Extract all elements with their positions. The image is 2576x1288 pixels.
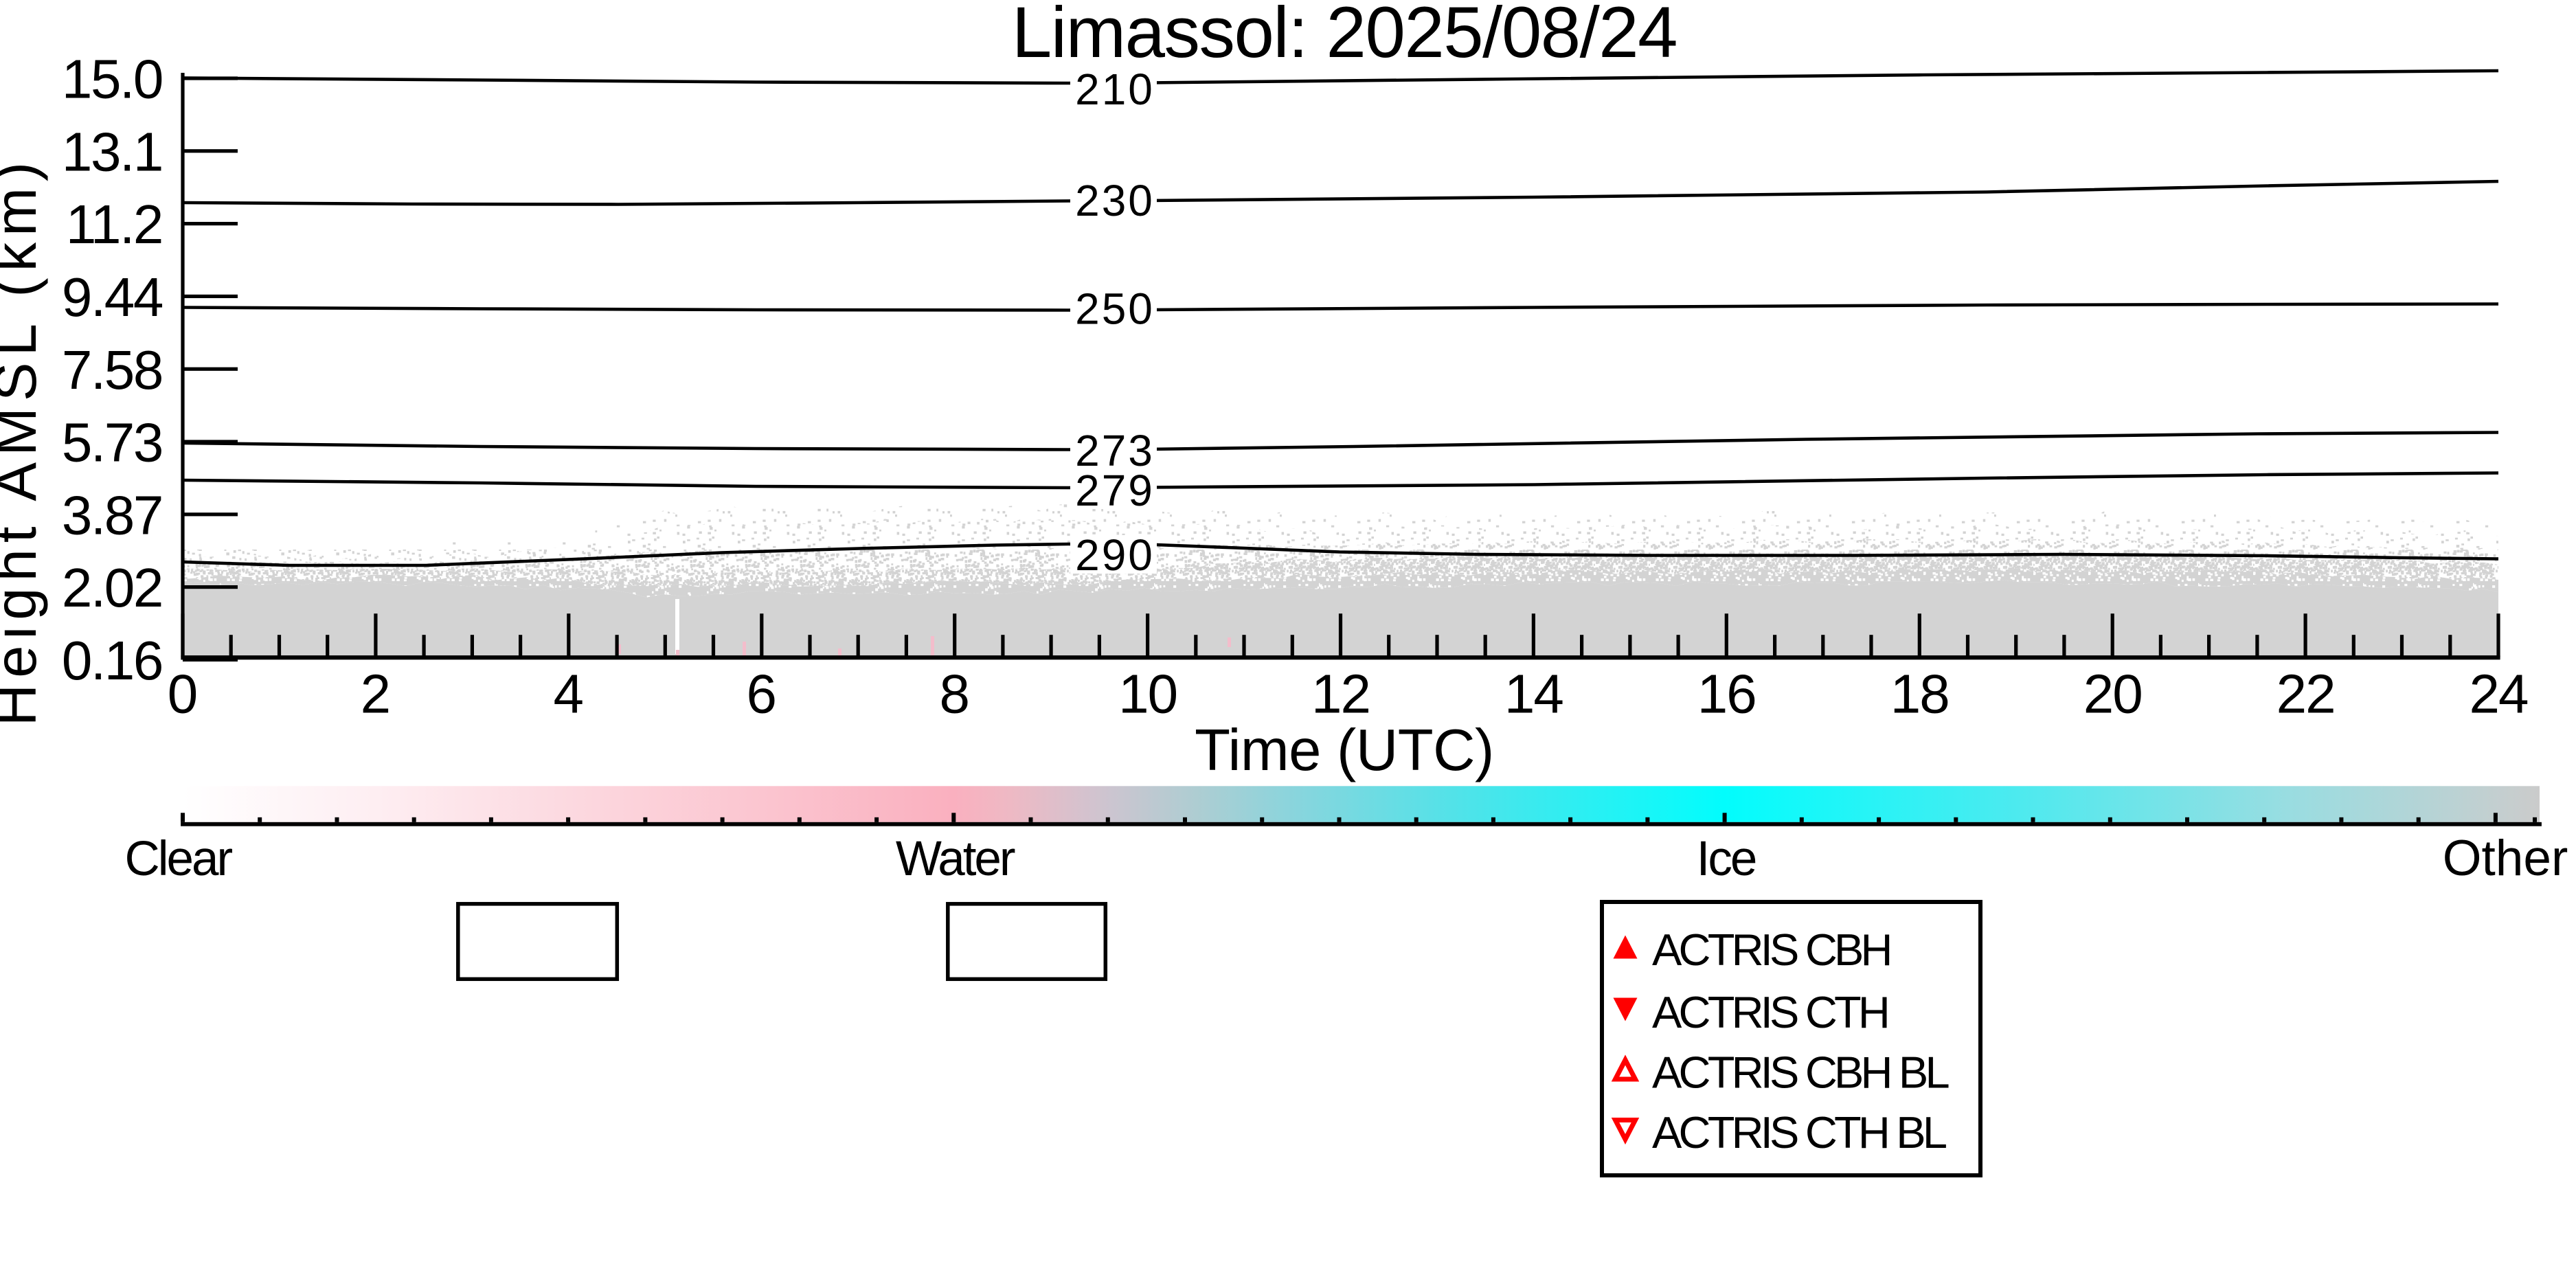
svg-text:15.0: 15.0 bbox=[62, 49, 162, 110]
svg-text:18: 18 bbox=[1890, 664, 1949, 725]
svg-text:230: 230 bbox=[1075, 176, 1155, 225]
svg-text:16: 16 bbox=[1697, 664, 1756, 725]
svg-text:279: 279 bbox=[1075, 466, 1155, 515]
svg-text:Limassol: 2025/08/24: Limassol: 2025/08/24 bbox=[1012, 0, 1677, 73]
svg-text:Clear: Clear bbox=[124, 832, 232, 886]
svg-text:ACTRIS CTH BL: ACTRIS CTH BL bbox=[1652, 1107, 1946, 1157]
svg-text:10: 10 bbox=[1118, 664, 1177, 725]
svg-text:4: 4 bbox=[554, 664, 585, 725]
svg-text:Height AMSL (km): Height AMSL (km) bbox=[0, 156, 49, 726]
svg-text:2: 2 bbox=[361, 664, 392, 725]
svg-text:7.58: 7.58 bbox=[62, 339, 162, 400]
svg-text:290: 290 bbox=[1075, 530, 1155, 580]
svg-text:0: 0 bbox=[168, 664, 199, 725]
svg-text:Ice: Ice bbox=[1697, 832, 1756, 886]
svg-text:14: 14 bbox=[1504, 664, 1563, 725]
svg-text:5.73: 5.73 bbox=[62, 412, 162, 473]
svg-text:Water: Water bbox=[896, 832, 1015, 886]
svg-text:13.1: 13.1 bbox=[62, 121, 162, 182]
svg-text:22: 22 bbox=[2276, 664, 2335, 725]
svg-text:8: 8 bbox=[939, 664, 970, 725]
svg-text:6: 6 bbox=[747, 664, 778, 725]
svg-text:ACTRIS CBH BL: ACTRIS CBH BL bbox=[1652, 1048, 1948, 1098]
svg-text:210: 210 bbox=[1075, 65, 1155, 114]
svg-text:250: 250 bbox=[1075, 284, 1155, 334]
svg-text:11.2: 11.2 bbox=[66, 194, 162, 255]
svg-text:24: 24 bbox=[2470, 664, 2528, 725]
svg-text:ACTRIS CBH: ACTRIS CBH bbox=[1652, 925, 1890, 975]
svg-text:Other: Other bbox=[2443, 831, 2568, 886]
svg-text:2.02: 2.02 bbox=[62, 557, 162, 618]
svg-text:9.44: 9.44 bbox=[62, 267, 163, 328]
svg-text:ACTRIS CTH: ACTRIS CTH bbox=[1652, 987, 1887, 1037]
svg-text:273: 273 bbox=[1075, 426, 1155, 475]
svg-text:3.87: 3.87 bbox=[62, 484, 162, 545]
svg-text:Time (UTC): Time (UTC) bbox=[1195, 718, 1494, 783]
svg-text:20: 20 bbox=[2083, 664, 2142, 725]
svg-text:12: 12 bbox=[1311, 664, 1370, 725]
svg-text:0.16: 0.16 bbox=[62, 630, 162, 691]
